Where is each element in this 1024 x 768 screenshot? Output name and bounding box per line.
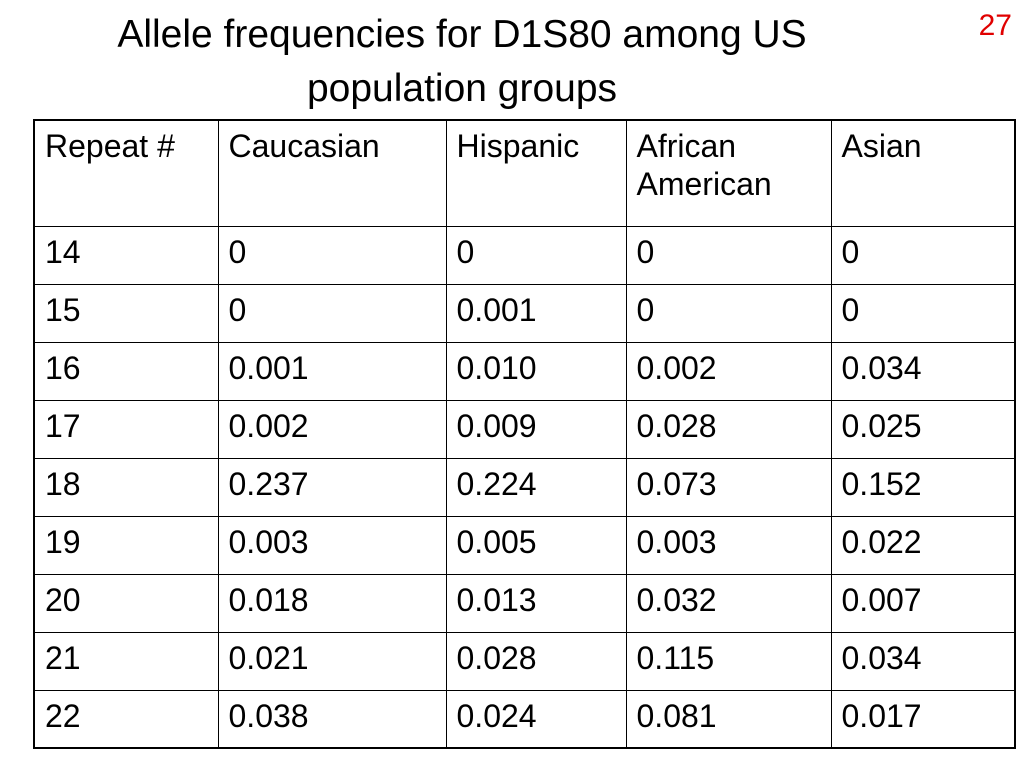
cell-repeat-number: 22 xyxy=(33,689,219,749)
cell-hispanic: 0.001 xyxy=(445,283,627,343)
header-african-american: African American xyxy=(625,119,832,227)
table-row: 17 0.002 0.009 0.028 0.025 xyxy=(33,399,1016,459)
cell-asian: 0 xyxy=(830,283,1016,343)
cell-asian: 0 xyxy=(830,225,1016,285)
cell-hispanic: 0.013 xyxy=(445,573,627,633)
cell-caucasian: 0.001 xyxy=(217,341,447,401)
table-header-row: Repeat # Caucasian Hispanic African Amer… xyxy=(33,119,1016,227)
slide-title-line-2: population groups xyxy=(306,67,618,110)
cell-hispanic: 0.009 xyxy=(445,399,627,459)
cell-asian: 0.034 xyxy=(830,631,1016,691)
allele-frequency-table-container: Repeat # Caucasian Hispanic African Amer… xyxy=(33,119,1016,749)
cell-caucasian: 0.003 xyxy=(217,515,447,575)
cell-african-american: 0.073 xyxy=(625,457,832,517)
cell-repeat-number: 21 xyxy=(33,631,219,691)
cell-asian: 0.034 xyxy=(830,341,1016,401)
cell-african-american: 0 xyxy=(625,225,832,285)
header-caucasian: Caucasian xyxy=(217,119,447,227)
cell-asian: 0.007 xyxy=(830,573,1016,633)
slide-title-line-1: Allele frequencies for D1S80 among US xyxy=(117,13,807,56)
cell-african-american: 0.081 xyxy=(625,689,832,749)
table-row: 18 0.237 0.224 0.073 0.152 xyxy=(33,457,1016,517)
cell-asian: 0.152 xyxy=(830,457,1016,517)
cell-african-american: 0.003 xyxy=(625,515,832,575)
cell-asian: 0.022 xyxy=(830,515,1016,575)
table-row: 20 0.018 0.013 0.032 0.007 xyxy=(33,573,1016,633)
table-row: 22 0.038 0.024 0.081 0.017 xyxy=(33,689,1016,749)
header-hispanic: Hispanic xyxy=(445,119,627,227)
cell-african-american: 0 xyxy=(625,283,832,343)
table-row: 19 0.003 0.005 0.003 0.022 xyxy=(33,515,1016,575)
cell-repeat-number: 16 xyxy=(33,341,219,401)
cell-african-american: 0.028 xyxy=(625,399,832,459)
cell-repeat-number: 20 xyxy=(33,573,219,633)
cell-asian: 0.025 xyxy=(830,399,1016,459)
cell-caucasian: 0.002 xyxy=(217,399,447,459)
header-repeat-number: Repeat # xyxy=(33,119,219,227)
cell-repeat-number: 17 xyxy=(33,399,219,459)
cell-african-american: 0.002 xyxy=(625,341,832,401)
cell-hispanic: 0.028 xyxy=(445,631,627,691)
cell-repeat-number: 14 xyxy=(33,225,219,285)
table-row: 21 0.021 0.028 0.115 0.034 xyxy=(33,631,1016,691)
cell-repeat-number: 19 xyxy=(33,515,219,575)
cell-caucasian: 0.018 xyxy=(217,573,447,633)
cell-hispanic: 0.010 xyxy=(445,341,627,401)
cell-asian: 0.017 xyxy=(830,689,1016,749)
cell-caucasian: 0.038 xyxy=(217,689,447,749)
table-row: 14 0 0 0 0 xyxy=(33,225,1016,285)
slide-number: 27 xyxy=(978,9,1012,42)
header-asian: Asian xyxy=(830,119,1016,227)
cell-caucasian: 0.021 xyxy=(217,631,447,691)
cell-hispanic: 0.224 xyxy=(445,457,627,517)
cell-caucasian: 0 xyxy=(217,283,447,343)
cell-hispanic: 0.024 xyxy=(445,689,627,749)
cell-african-american: 0.032 xyxy=(625,573,832,633)
cell-african-american: 0.115 xyxy=(625,631,832,691)
cell-hispanic: 0.005 xyxy=(445,515,627,575)
cell-repeat-number: 18 xyxy=(33,457,219,517)
allele-frequency-table: Repeat # Caucasian Hispanic African Amer… xyxy=(33,119,1016,749)
cell-caucasian: 0.237 xyxy=(217,457,447,517)
slide-title: Allele frequencies for D1S80 among US po… xyxy=(0,8,924,116)
table-row: 16 0.001 0.010 0.002 0.034 xyxy=(33,341,1016,401)
cell-caucasian: 0 xyxy=(217,225,447,285)
cell-hispanic: 0 xyxy=(445,225,627,285)
table-row: 15 0 0.001 0 0 xyxy=(33,283,1016,343)
cell-repeat-number: 15 xyxy=(33,283,219,343)
